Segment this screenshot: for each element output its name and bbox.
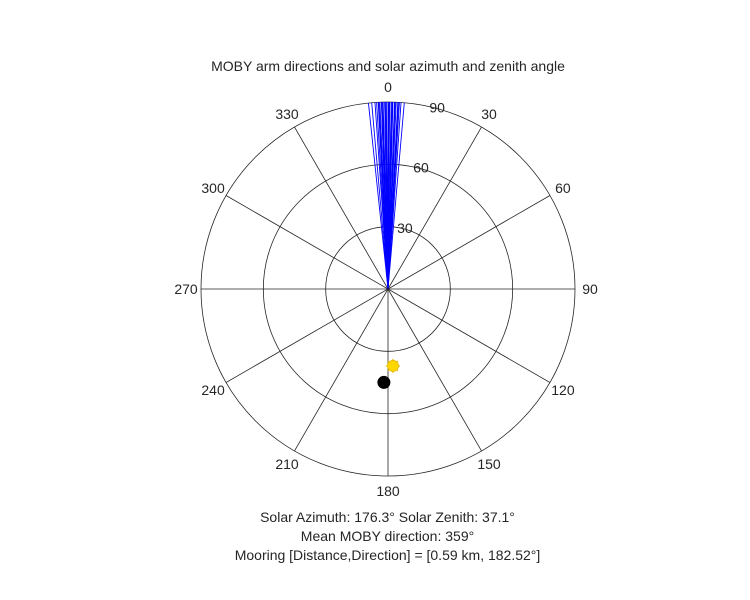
theta-tick-labels: 0 30 60 90 120 150 180 210 240 270 300 330 [174,79,598,499]
arm-line [387,102,405,290]
arm-line [387,102,396,290]
theta-tick-label: 150 [477,456,501,472]
grid-spoke-240 [225,288,389,383]
arm-line [378,102,389,290]
theta-tick-label: 90 [582,281,598,297]
grid-spoke-210 [294,288,389,452]
mooring-marker [377,375,391,389]
grid-spoke-300 [225,195,389,290]
arm-line [382,102,389,290]
sun-marker [385,358,400,373]
grid-spoke-60 [387,195,551,290]
theta-tick-label: 300 [201,180,225,196]
arm-line [371,102,389,290]
mooring-text: Mooring [Distance,Direction] = [0.59 km,… [234,547,541,563]
arm-line [387,102,393,290]
r-tick-label: 30 [397,220,413,236]
chart-title: MOBY arm directions and solar azimuth an… [211,58,565,74]
solar-angles-text: Solar Azimuth: 176.3° Solar Zenith: 37.1… [260,509,515,525]
grid-spoke-30 [387,126,482,290]
theta-tick-label: 0 [384,79,392,95]
arm-line [385,102,389,290]
theta-tick-label: 30 [481,106,497,122]
theta-tick-label: 270 [174,281,198,297]
grid-spoke-330 [294,126,389,290]
theta-tick-label: 330 [275,106,299,122]
r-tick-label: 60 [413,160,429,176]
arm-line [387,102,399,290]
grid-spoke-120 [387,288,551,383]
moby-arm-lines [368,102,405,290]
theta-tick-label: 240 [201,382,225,398]
mean-direction-text: Mean MOBY direction: 359° [300,528,475,544]
arm-line [368,102,389,290]
theta-tick-label: 210 [275,456,299,472]
arm-line [387,102,390,290]
theta-tick-label: 120 [551,382,575,398]
grid-spoke-150 [387,288,482,452]
theta-tick-label: 180 [376,483,400,499]
r-tick-labels: 30 60 90 [397,99,445,235]
theta-tick-label: 60 [555,180,571,196]
r-tick-label: 90 [429,99,445,115]
markers [377,358,400,389]
